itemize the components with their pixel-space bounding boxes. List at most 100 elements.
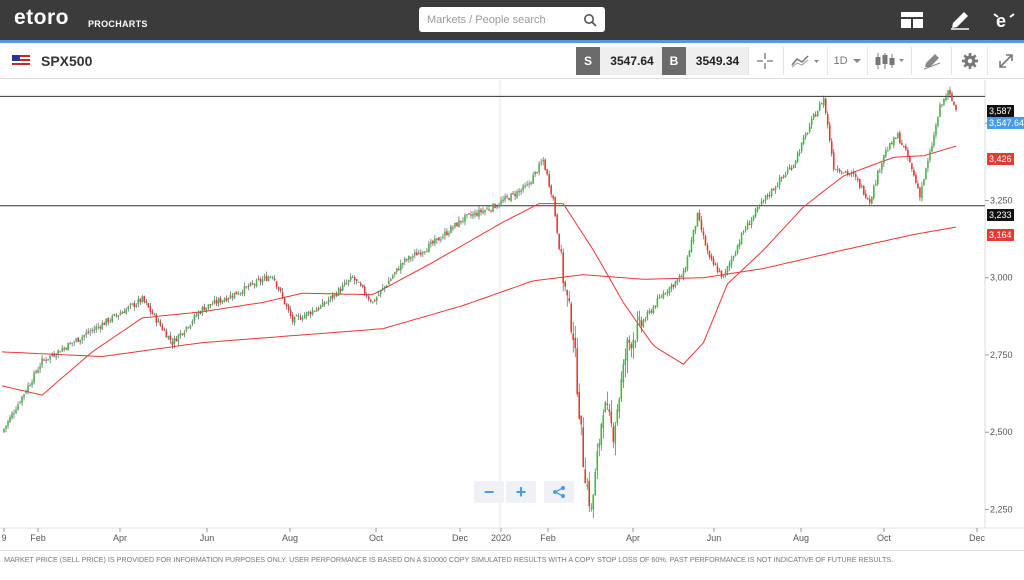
up-candle	[848, 174, 851, 176]
down-candle	[508, 198, 510, 201]
up-candle	[267, 276, 270, 282]
up-candle	[408, 255, 410, 260]
y-tick-label: 2,750	[990, 350, 1013, 360]
down-candle	[147, 303, 150, 308]
up-candle	[498, 205, 500, 207]
up-candle	[21, 396, 23, 403]
share-icon	[553, 486, 565, 498]
up-candle	[784, 174, 787, 177]
up-candle	[788, 167, 791, 170]
up-candle	[674, 281, 677, 286]
etoro-logo[interactable]: etoro	[14, 6, 69, 29]
x-tick-label: Oct	[877, 533, 892, 543]
down-candle	[295, 315, 298, 317]
search-icon[interactable]	[583, 13, 597, 27]
up-candle	[686, 256, 689, 270]
up-candle	[802, 137, 805, 144]
up-candle	[177, 334, 180, 342]
up-candle	[778, 177, 781, 186]
up-candle	[127, 306, 130, 310]
search-input[interactable]	[427, 11, 577, 28]
down-candle	[869, 199, 871, 203]
up-candle	[109, 320, 112, 322]
down-candle	[560, 249, 562, 252]
share-button[interactable]	[544, 481, 574, 503]
up-candle	[726, 266, 729, 273]
down-candle	[714, 263, 717, 266]
up-candle	[187, 327, 190, 329]
chart-canvas[interactable]: 2,2502,5002,7503,0003,2503,5009FebAprJun…	[0, 80, 1024, 550]
up-candle	[381, 287, 384, 290]
settings-button[interactable]	[951, 47, 987, 75]
etoro-e-icon[interactable]: e	[991, 8, 1017, 32]
up-candle	[600, 424, 603, 445]
up-candle	[351, 276, 354, 278]
up-candle	[15, 409, 17, 414]
down-candle	[628, 340, 631, 343]
up-candle	[754, 209, 757, 217]
chart-type-button[interactable]	[783, 47, 827, 75]
up-candle	[770, 188, 773, 197]
up-candle	[510, 193, 512, 202]
down-candle	[171, 341, 174, 345]
down-candle	[265, 275, 268, 281]
down-candle	[247, 285, 250, 287]
down-candle	[149, 306, 152, 312]
timeframe-dropdown[interactable]: 1D	[827, 47, 867, 75]
drawing-tools-button[interactable]	[911, 47, 951, 75]
up-candle	[191, 321, 194, 324]
indicators-button[interactable]	[867, 47, 911, 75]
down-candle	[566, 290, 568, 296]
down-candle	[369, 299, 372, 302]
up-candle	[660, 296, 663, 298]
up-candle	[728, 263, 731, 267]
up-candle	[646, 312, 649, 319]
down-candle	[438, 237, 440, 241]
zoom-out-button[interactable]: −	[474, 481, 504, 503]
down-candle	[576, 348, 579, 395]
price-chart[interactable]: 2,2502,5002,7503,0003,2503,5009FebAprJun…	[0, 80, 1024, 550]
search-box[interactable]	[419, 7, 605, 32]
up-candle	[897, 133, 899, 139]
up-candle	[656, 298, 659, 307]
down-candle	[588, 480, 591, 507]
up-candle	[55, 355, 57, 358]
up-candle	[586, 484, 589, 487]
up-candle	[75, 338, 77, 342]
up-candle	[448, 232, 450, 235]
up-candle	[185, 326, 188, 331]
down-candle	[291, 314, 294, 322]
up-candle	[418, 252, 420, 255]
up-candle	[810, 118, 813, 126]
up-candle	[325, 302, 328, 304]
up-candle	[119, 313, 122, 316]
down-candle	[955, 104, 957, 110]
up-candle	[644, 319, 647, 321]
down-candle	[59, 351, 61, 353]
down-candle	[107, 318, 110, 323]
up-candle	[518, 190, 520, 193]
down-candle	[215, 300, 218, 304]
down-candle	[790, 167, 793, 170]
up-candle	[261, 279, 264, 283]
down-candle	[299, 316, 302, 320]
pencil-icon[interactable]	[946, 8, 972, 32]
x-tick-label: 2020	[491, 533, 511, 543]
crosshair-button[interactable]	[748, 47, 780, 75]
up-candle	[23, 394, 25, 397]
up-candle	[237, 293, 240, 295]
crosshair-icon	[756, 53, 773, 69]
down-candle	[65, 347, 67, 350]
fullscreen-button[interactable]	[987, 47, 1024, 75]
layout-icon[interactable]	[899, 8, 925, 32]
up-candle	[301, 318, 304, 320]
zoom-in-button[interactable]: +	[506, 481, 536, 503]
down-candle	[852, 171, 855, 174]
down-candle	[279, 288, 282, 291]
down-candle	[277, 286, 280, 290]
up-candle	[71, 342, 73, 344]
up-candle	[740, 233, 743, 244]
current-price-label: 3,547.64	[987, 117, 1024, 129]
up-candle	[666, 292, 669, 294]
up-candle	[782, 175, 785, 178]
